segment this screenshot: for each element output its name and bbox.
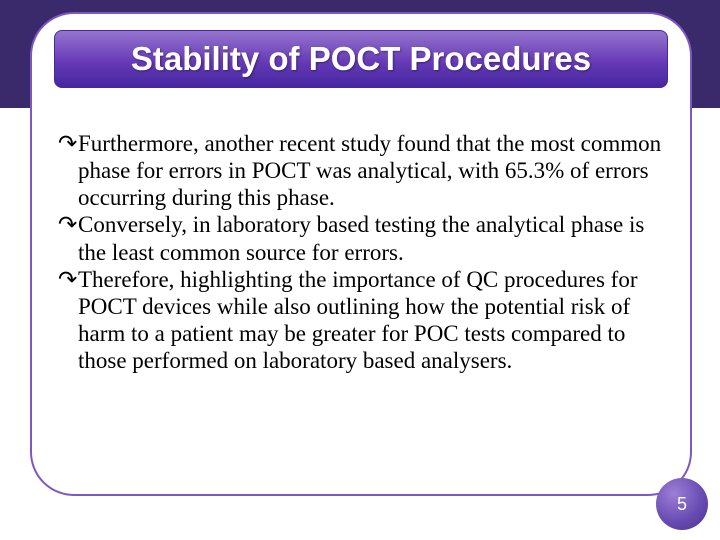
bullet-glyph-icon: ↷ [58,266,78,293]
bullet-item: ↷Furthermore, another recent study found… [58,130,664,211]
slide-title: Stability of POCT Procedures [131,40,591,78]
bullet-item: ↷Conversely, in laboratory based testing… [58,211,664,265]
bullet-text: Therefore, highlighting the importance o… [78,267,637,373]
bullet-text: Furthermore, another recent study found … [78,131,661,210]
page-number-badge: 5 [656,478,708,530]
bullet-text: Conversely, in laboratory based testing … [78,212,644,264]
page-number: 5 [677,494,687,515]
bullet-glyph-icon: ↷ [58,211,78,238]
bullet-glyph-icon: ↷ [58,130,78,157]
content-area: ↷Furthermore, another recent study found… [58,130,664,374]
title-banner: Stability of POCT Procedures [54,30,668,88]
bullet-item: ↷Therefore, highlighting the importance … [58,266,664,375]
